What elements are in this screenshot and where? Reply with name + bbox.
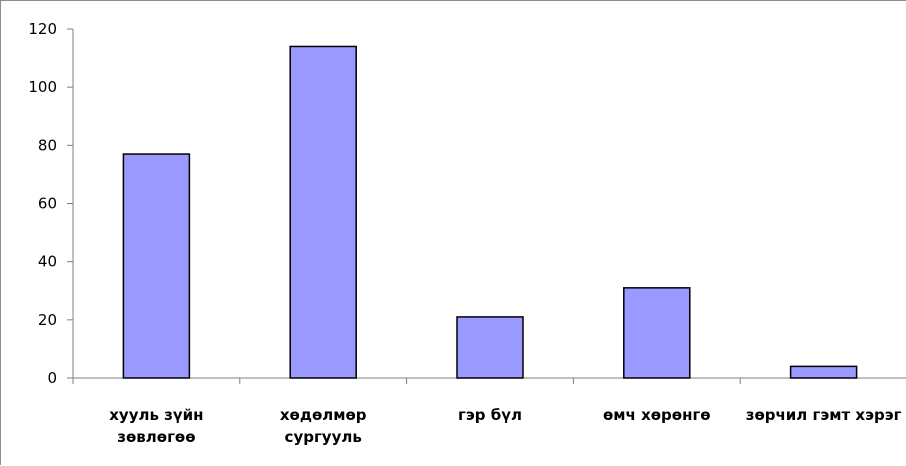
y-tick-label: 20 (38, 311, 57, 329)
x-category-label: зөрчил гэмт хэрэг (746, 406, 902, 424)
y-tick-label: 80 (38, 136, 57, 154)
x-category-label-line: гэр бүл (458, 406, 522, 424)
x-category-label: хууль зүйн зөвлөгөө (109, 406, 203, 446)
x-category-label-line: зөвлөгөө (117, 428, 195, 446)
y-tick-label: 120 (28, 20, 57, 38)
bar (456, 316, 524, 379)
x-category-label: гэр бүл (458, 406, 522, 424)
bar (623, 287, 691, 379)
y-tick-label: 100 (28, 78, 57, 96)
y-tick-label: 40 (38, 253, 57, 271)
bar (789, 365, 858, 379)
x-category-label-line: сургууль (285, 428, 362, 446)
y-tick-label: 0 (47, 369, 57, 387)
x-category-label-line: хөдөлмөр (280, 406, 367, 424)
x-category-label-line: зөрчил гэмт хэрэг (746, 406, 902, 424)
x-category-label: хөдөлмөр сургууль (280, 406, 367, 446)
x-category-label: өмч хөрөнгө (603, 406, 711, 424)
x-category-label-line: өмч хөрөнгө (603, 406, 711, 424)
x-category-label-line: хууль зүйн (109, 406, 203, 424)
y-tick-label: 60 (38, 195, 57, 213)
bar (289, 45, 357, 379)
bar (122, 153, 191, 379)
